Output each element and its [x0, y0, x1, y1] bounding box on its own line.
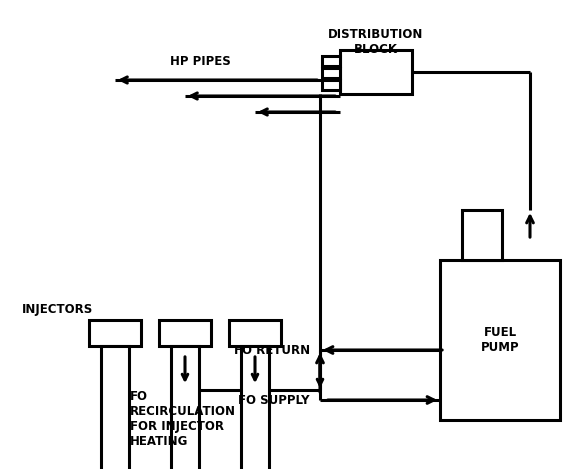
- Text: DISTRIBUTION
BLOCK: DISTRIBUTION BLOCK: [328, 28, 424, 56]
- Text: FO
RECIRCULATION
FOR INJECTOR
HEATING: FO RECIRCULATION FOR INJECTOR HEATING: [130, 390, 236, 448]
- Text: FO SUPPLY: FO SUPPLY: [239, 393, 310, 407]
- Bar: [171, 346, 199, 469]
- Bar: [322, 56, 340, 66]
- Bar: [241, 346, 269, 469]
- Text: FO RETURN: FO RETURN: [234, 343, 310, 356]
- Bar: [440, 260, 560, 420]
- Bar: [101, 346, 129, 469]
- Bar: [322, 68, 340, 78]
- Text: INJECTORS: INJECTORS: [22, 303, 93, 317]
- Bar: [322, 80, 340, 90]
- Bar: [462, 210, 502, 260]
- Text: HP PIPES: HP PIPES: [169, 55, 230, 68]
- Bar: [229, 320, 281, 346]
- Bar: [159, 320, 211, 346]
- Bar: [340, 50, 412, 94]
- Text: FUEL
PUMP: FUEL PUMP: [481, 326, 519, 354]
- Bar: [89, 320, 141, 346]
